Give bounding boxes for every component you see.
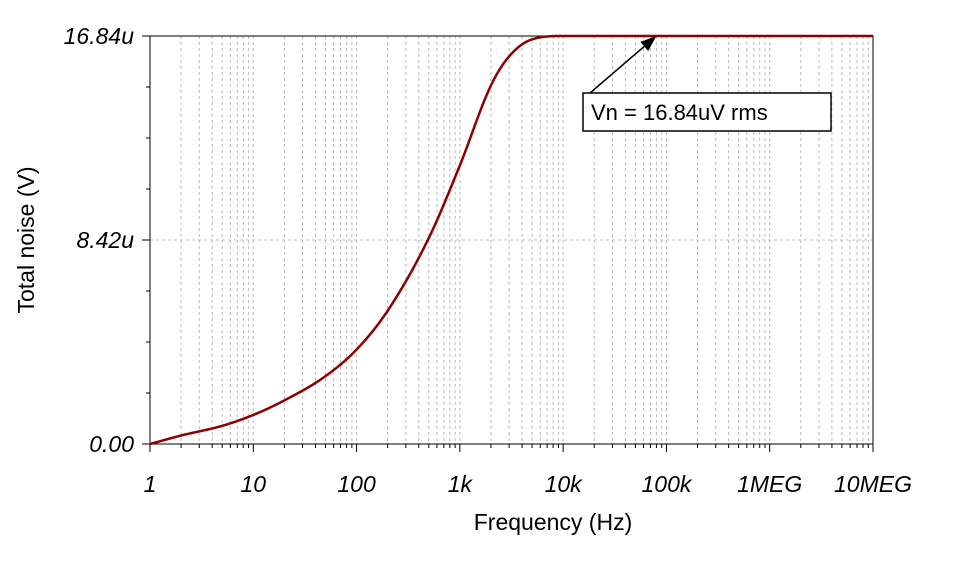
x-tick-label: 10 [240, 471, 266, 497]
series-group [149, 34, 873, 446]
series-line [149, 34, 873, 446]
x-tick-label: 1 [144, 471, 157, 497]
grid-lines [150, 36, 873, 444]
x-tick-label: 100k [641, 471, 692, 497]
y-axis-ticks: 0.00 8.42u 16.84u [64, 23, 150, 457]
annotation-arrow-head [640, 36, 657, 51]
x-tick-label: 1k [448, 471, 474, 497]
y-tick-label: 16.84u [64, 23, 135, 49]
x-tick-label: 1MEG [737, 471, 802, 497]
annotation: Vn = 16.84uV rms [582, 36, 832, 132]
x-tick-label: 100 [337, 471, 376, 497]
x-axis-ticks: 1 10 100 1k 10k 100k 1MEG 10MEG [144, 444, 912, 497]
annotation-text: Vn = 16.84uV rms [591, 100, 768, 125]
x-tick-label: 10k [545, 471, 584, 497]
annotation-box [582, 92, 832, 132]
y-axis-title: Total noise (V) [13, 166, 39, 313]
x-axis-title: Frequency (Hz) [474, 509, 632, 535]
annotation-arrow-line [589, 45, 645, 94]
y-tick-label: 8.42u [76, 227, 134, 253]
x-tick-label: 10MEG [834, 471, 912, 497]
y-tick-label: 0.00 [89, 431, 134, 457]
